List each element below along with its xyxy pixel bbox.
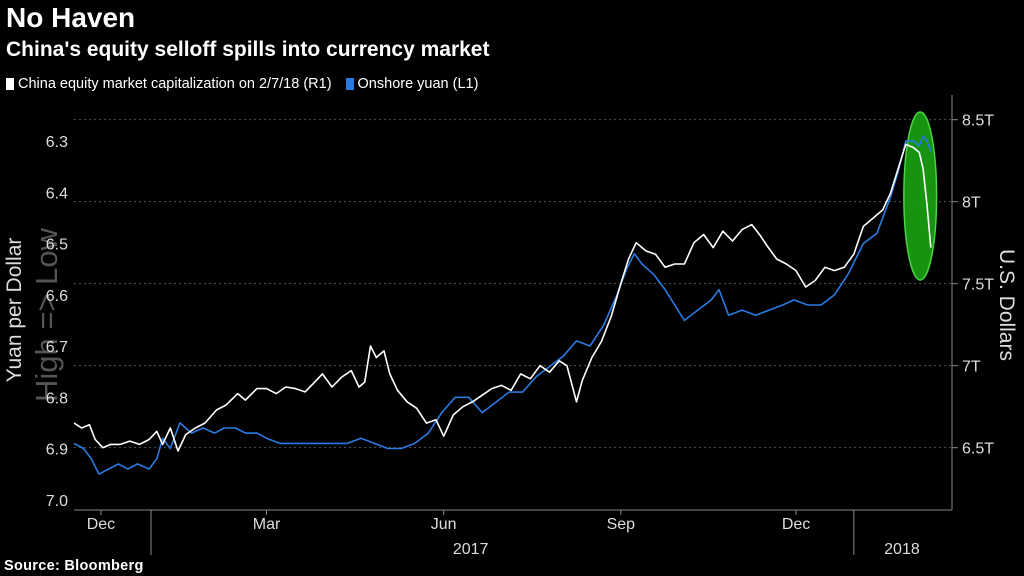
left-axis-tick-label: 6.4	[46, 185, 68, 202]
left-axis-tick-label: 6.5	[46, 237, 68, 254]
legend-swatch-yuan	[345, 78, 354, 90]
left-axis-tick-label: 7.0	[46, 493, 68, 510]
left-axis-tick-label: 6.7	[46, 339, 68, 356]
left-axis-tick-label: 6.3	[46, 134, 68, 151]
right-axis-tick-label: 6.5T	[962, 441, 994, 458]
source-note: Source: Bloomberg	[4, 558, 144, 574]
legend-label-equity: China equity market capitalization on 2/…	[18, 76, 332, 92]
x-axis-month-label: Dec	[87, 516, 115, 533]
highlight-ellipse	[903, 111, 938, 281]
highlight	[903, 111, 938, 281]
axis-watermark: High => Low	[29, 227, 64, 402]
x-axis-month-label: Mar	[253, 516, 281, 533]
right-axis-tick-label: 8.5T	[962, 113, 994, 130]
grid	[74, 119, 952, 449]
x-axis-month-label: Jun	[431, 516, 457, 533]
x-axis-month-label: Dec	[782, 516, 810, 533]
x-axis-year-label: 2017	[453, 541, 489, 558]
legend: China equity market capitalization on 2/…	[6, 76, 492, 92]
x-axis-month-label: Sep	[607, 516, 636, 533]
legend-label-yuan: Onshore yuan (L1)	[357, 76, 479, 92]
series-line-equity	[73, 143, 932, 452]
right-axis-tick-label: 7.5T	[962, 277, 994, 294]
left-axis-tick-label: 6.8	[46, 390, 68, 407]
series	[73, 135, 932, 475]
legend-swatch-equity	[6, 78, 14, 90]
chart-subtitle: China's equity selloff spills into curre…	[6, 38, 490, 61]
right-axis-tick-label: 7T	[962, 359, 981, 376]
chart-title: No Haven	[6, 2, 136, 33]
legend-item-yuan: Onshore yuan (L1)	[345, 76, 479, 92]
left-axis-tick-label: 6.6	[46, 288, 68, 305]
left-axis-label: Yuan per Dollar	[3, 238, 26, 383]
right-axis-tick-label: 8T	[962, 195, 981, 212]
legend-item-equity: China equity market capitalization on 2/…	[6, 76, 332, 92]
x-axis-year-label: 2018	[884, 541, 920, 558]
axes: 8.5T 8T 7.5T 7T 6.5T 6.3 6.4 6.5 6.6 6.7 6.8 6.9 7.0…	[46, 95, 994, 558]
left-axis-tick-label: 6.9	[46, 442, 68, 459]
series-line-yuan	[73, 135, 932, 475]
right-axis-label: U.S. Dollars	[995, 249, 1018, 361]
